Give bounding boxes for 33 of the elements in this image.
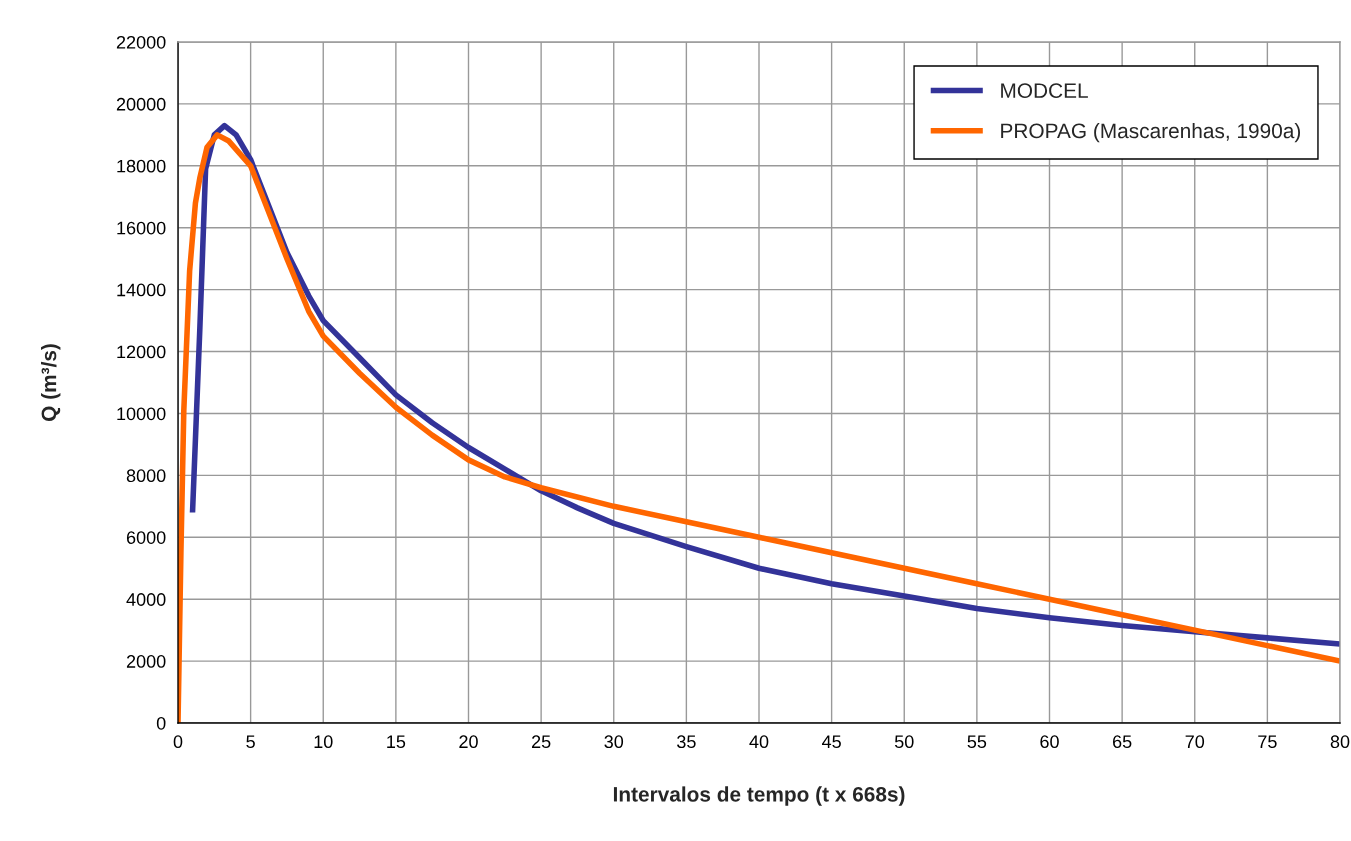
x-tick-label: 10 — [314, 735, 333, 749]
x-tick-label: 15 — [387, 735, 406, 749]
x-tick-label: 60 — [1040, 735, 1059, 749]
y-tick-label: 22000 — [116, 35, 166, 49]
y-tick-label: 10000 — [117, 407, 166, 421]
x-tick-label: 0 — [173, 735, 183, 749]
legend-label: MODCEL — [1001, 83, 1088, 99]
y-tick-label: 6000 — [126, 531, 166, 544]
y-tick-label: 4000 — [126, 593, 166, 606]
y-tick-label: 20000 — [116, 97, 166, 111]
x-tick-label: 25 — [531, 735, 551, 749]
x-tick-label: 70 — [1185, 735, 1205, 749]
x-tick-label: 30 — [604, 735, 624, 749]
x-tick-label: 80 — [1330, 735, 1350, 749]
x-tick-label: 5 — [246, 735, 255, 749]
legend-label: PROPAG (Mascarenhas, 1990a) — [1001, 122, 1301, 143]
y-tick-label: 8000 — [126, 469, 166, 483]
y-tick-label: 12000 — [117, 345, 166, 359]
y-tick-label: 2000 — [126, 655, 166, 668]
y-tick-label: 18000 — [117, 159, 166, 173]
x-tick-label: 55 — [967, 735, 987, 749]
y-tick-label: 0 — [156, 716, 166, 730]
x-tick-label: 45 — [822, 735, 841, 749]
y-tick-label: 14000 — [117, 283, 166, 297]
x-tick-label: 40 — [749, 735, 769, 749]
x-tick-label: 35 — [677, 735, 696, 749]
x-tick-label: 75 — [1258, 735, 1277, 749]
y-axis-title: Q (m³/s) — [41, 344, 61, 421]
y-tick-label: 16000 — [117, 221, 166, 235]
x-tick-label: 20 — [459, 735, 478, 749]
x-tick-label: 50 — [894, 735, 914, 749]
x-axis-title: Intervalos de tempo (t x 668s) — [613, 786, 905, 806]
x-tick-label: 65 — [1113, 735, 1132, 749]
